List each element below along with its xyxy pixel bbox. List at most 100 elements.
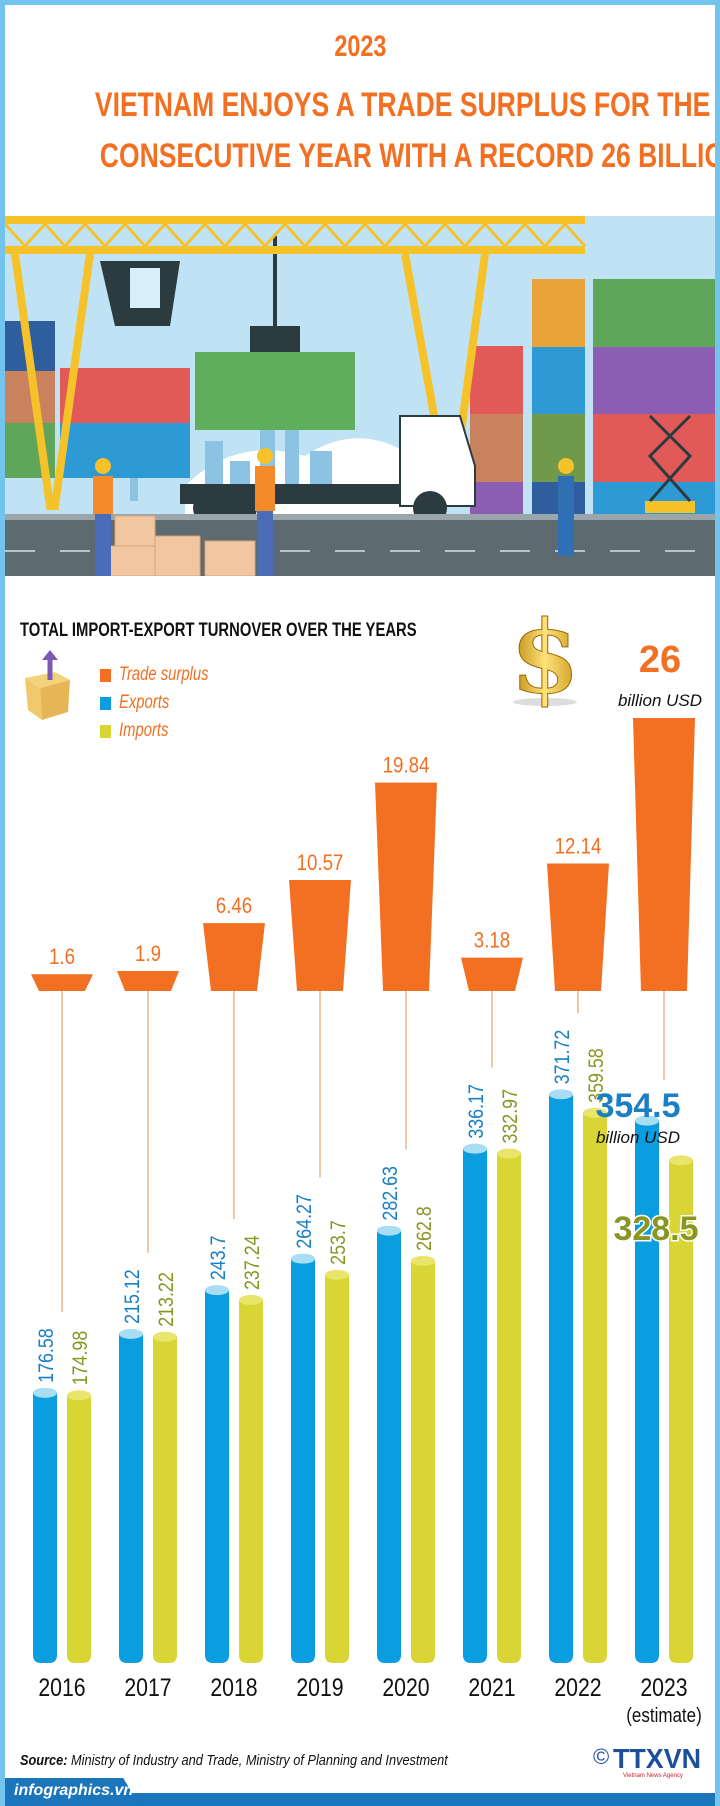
exports-bar-top — [33, 1387, 57, 1398]
surplus-value-label: 19.84 — [383, 754, 430, 778]
imports-bar-top — [67, 1390, 91, 1401]
surplus-total-value: 26 — [639, 639, 681, 681]
legend-swatch — [100, 696, 111, 710]
svg-text:©: © — [593, 1744, 609, 1769]
surplus-bar — [375, 782, 437, 991]
legend-label: Imports — [119, 720, 169, 741]
exports-bar-top — [377, 1225, 401, 1236]
year-label: 2018 — [210, 1673, 257, 1701]
imports-bar-top — [669, 1155, 693, 1166]
surplus-bar — [547, 863, 609, 991]
open-box-icon — [25, 650, 70, 720]
legend-label: Trade surplus — [119, 664, 209, 685]
year-label: 2023 — [640, 1673, 687, 1701]
exports-bar — [463, 1148, 487, 1663]
exports-bar-top — [291, 1253, 315, 1264]
site-link[interactable]: infographics.vn — [14, 1782, 134, 1799]
legend-item-imports: Imports — [100, 720, 182, 742]
imports-value-label: 253.7 — [327, 1220, 351, 1265]
source-note: Source: Ministry of Industry and Trade, … — [20, 1752, 448, 1769]
imports-bar — [497, 1153, 521, 1663]
estimate-note: (estimate) — [626, 1704, 702, 1727]
imports-value-label: 262.8 — [413, 1206, 437, 1251]
year-label: 2022 — [554, 1673, 601, 1701]
surplus-bar — [461, 957, 523, 991]
legend-item-trade-surplus: Trade surplus — [100, 664, 234, 686]
exports-value-label: 243.7 — [207, 1236, 231, 1281]
surplus-value-label: 1.6 — [49, 946, 75, 970]
surplus-bar — [633, 718, 695, 991]
surplus-value-label: 12.14 — [555, 835, 602, 859]
surplus-value-label: 10.57 — [297, 852, 344, 876]
footer-band — [0, 1793, 720, 1806]
svg-text:TTXVN: TTXVN — [613, 1743, 701, 1774]
exports-bar — [377, 1230, 401, 1663]
surplus-bar — [203, 923, 265, 991]
imports-value-label: 332.97 — [499, 1089, 523, 1144]
footer-tab — [0, 1778, 140, 1806]
imports-bar — [583, 1112, 607, 1663]
imports-bar — [669, 1160, 693, 1663]
imports-bar — [411, 1260, 435, 1663]
imports-bar — [325, 1274, 349, 1663]
surplus-bar — [117, 971, 179, 991]
surplus-value-label: 3.18 — [474, 929, 510, 953]
year-label: 2019 — [296, 1673, 343, 1701]
legend-label: Exports — [119, 692, 170, 713]
year-label: 2016 — [38, 1673, 85, 1701]
exports-bar — [205, 1290, 229, 1663]
svg-text:Vietnam News Agency: Vietnam News Agency — [623, 1773, 683, 1779]
port-logistics-illustration — [5, 216, 715, 576]
surplus-value-label: 1.9 — [135, 943, 161, 967]
dollar-sign-icon: $ — [510, 600, 581, 708]
legend-swatch — [100, 668, 111, 682]
imports-bar — [239, 1300, 263, 1663]
imports-value-label: 237.24 — [241, 1235, 265, 1290]
year-label: 2017 — [124, 1673, 171, 1701]
exports-bar-top — [463, 1143, 487, 1154]
exports-bar — [549, 1094, 573, 1663]
surplus-bar — [289, 880, 351, 991]
imports-value-label: 213.22 — [155, 1272, 179, 1327]
exports-bar-top — [119, 1328, 143, 1339]
year-title: 2023 — [333, 30, 387, 63]
imports-value-label: 359.58 — [585, 1048, 609, 1103]
exports-value-label: 176.58 — [35, 1328, 59, 1383]
exports-bar — [33, 1392, 57, 1663]
exports-bar-top — [549, 1089, 573, 1100]
imports-2023-value: 328.5 — [613, 1210, 698, 1248]
imports-bar-top — [325, 1269, 349, 1280]
exports-2023-unit: billion USD — [596, 1128, 680, 1147]
imports-bar-top — [583, 1107, 607, 1118]
imports-value-label: 174.98 — [69, 1331, 93, 1386]
legend-item-exports: Exports — [100, 692, 183, 714]
exports-bar — [119, 1333, 143, 1663]
legend-swatch — [100, 724, 111, 738]
exports-value-label: 336.17 — [465, 1084, 489, 1139]
headline-line-2: CONSECUTIVE YEAR WITH A RECORD 26 BILLIO… — [99, 137, 720, 175]
imports-bar-top — [239, 1295, 263, 1306]
exports-bar-top — [205, 1285, 229, 1296]
surplus-value-label: 6.46 — [216, 895, 252, 919]
surplus-bar — [31, 974, 93, 991]
exports-value-label: 282.63 — [379, 1166, 403, 1221]
exports-value-label: 264.27 — [293, 1194, 317, 1249]
exports-bar — [291, 1258, 315, 1663]
ttxvn-logo: © TTXVN Vietnam News Agency — [593, 1743, 701, 1779]
exports-2023-value: 354.5 — [595, 1087, 680, 1125]
year-label: 2021 — [468, 1673, 515, 1701]
headline-line-1: VIETNAM ENJOYS A TRADE SURPLUS FOR THE 8… — [94, 86, 720, 124]
exports-bar — [635, 1120, 659, 1663]
exports-bar-top — [635, 1115, 659, 1126]
imports-bar-top — [497, 1148, 521, 1159]
imports-bar-top — [411, 1255, 435, 1266]
chart-title: TOTAL IMPORT-EXPORT TURNOVER OVER THE YE… — [20, 620, 417, 641]
year-label: 2020 — [382, 1673, 429, 1701]
surplus-unit: billion USD — [618, 691, 702, 710]
imports-bar — [67, 1395, 91, 1663]
imports-bar — [153, 1336, 177, 1663]
svg-text:$: $ — [510, 600, 580, 708]
imports-bar-top — [153, 1331, 177, 1342]
